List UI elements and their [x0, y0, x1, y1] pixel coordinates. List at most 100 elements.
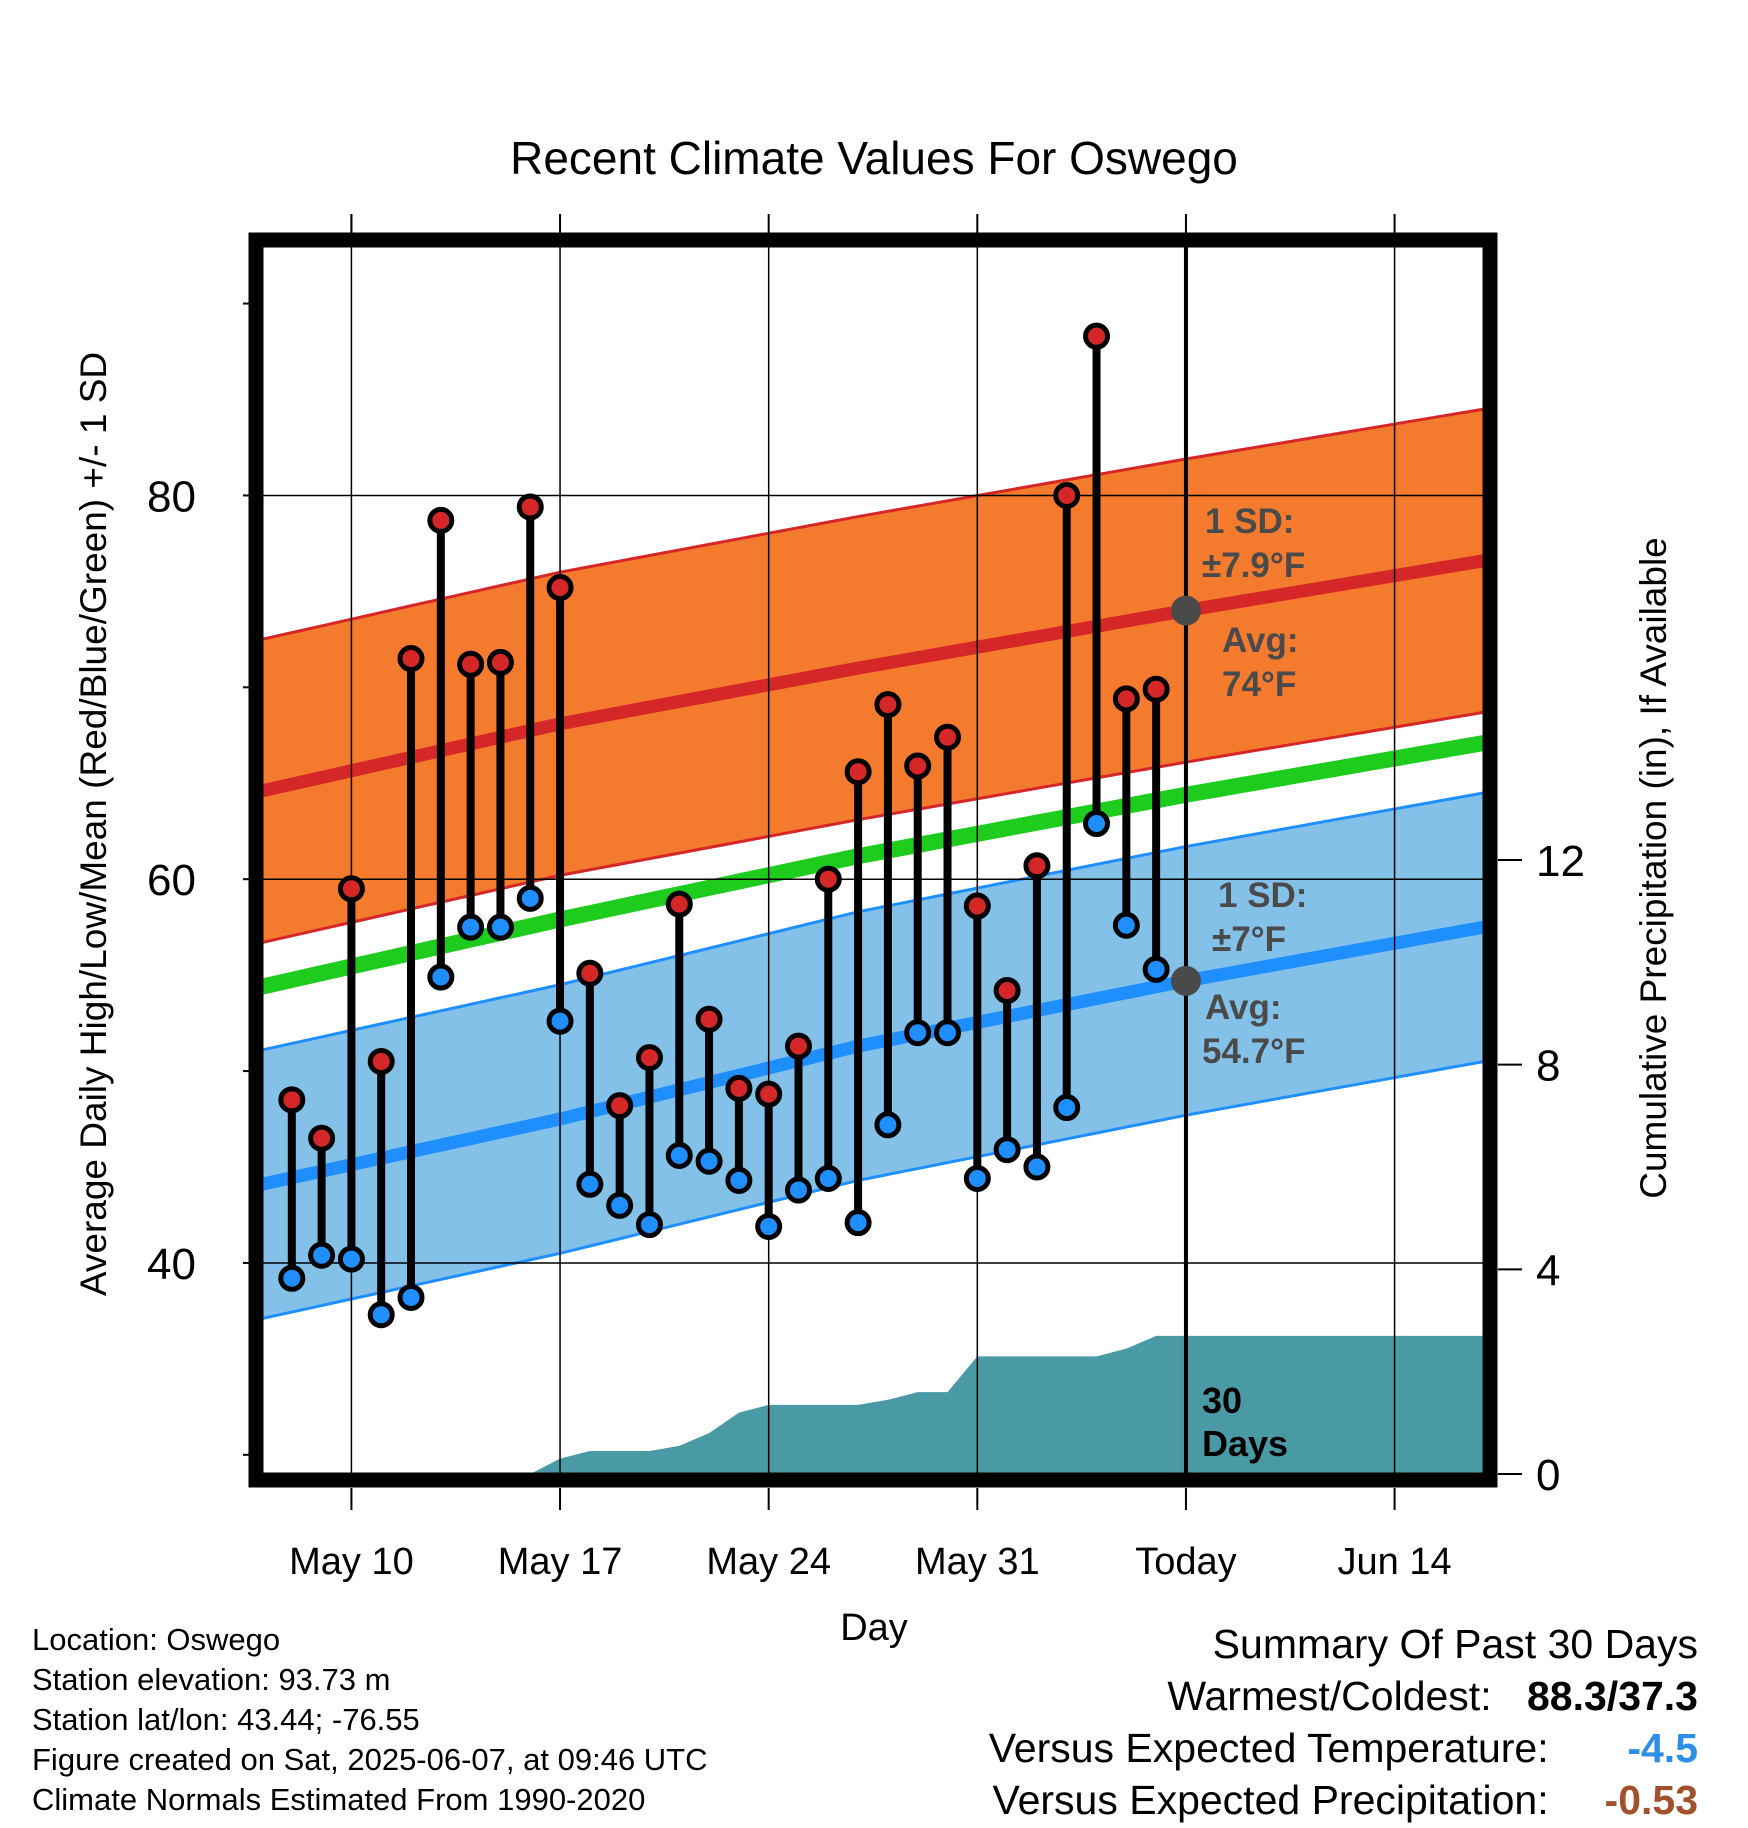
period-label-number: 30	[1202, 1380, 1242, 1421]
plot-area: 1 SD: ±7.9°F Avg: 74°F 1 SD: ±7°F Avg: 54.7°F 30…	[147, 214, 1585, 1583]
warmest-label: Warmest/Coldest:	[1167, 1673, 1492, 1719]
high-point	[963, 892, 991, 920]
station-elevation: Station elevation: 93.73 m	[32, 1662, 391, 1697]
y-tick-label: 80	[147, 472, 196, 521]
precip-label: Versus Expected Precipitation:	[992, 1777, 1549, 1823]
high-avg-value: 74°F	[1222, 665, 1296, 704]
high-point	[695, 1005, 723, 1033]
station-info: Location: Oswego Station elevation: 93.7…	[32, 1620, 708, 1820]
high-point	[1053, 481, 1081, 509]
station-latlon: Station lat/lon: 43.44; -76.55	[32, 1702, 420, 1737]
high-sd-value: ±7.9°F	[1202, 546, 1305, 585]
low-point	[755, 1212, 783, 1240]
high-point	[784, 1032, 812, 1060]
high-point	[1142, 675, 1170, 703]
temp-label: Versus Expected Temperature:	[988, 1725, 1549, 1771]
x-axis-label: Day	[840, 1607, 908, 1649]
precip-area	[262, 1335, 1484, 1474]
summary-heading: Summary Of Past 30 Days	[1212, 1621, 1698, 1667]
high-point	[606, 1092, 634, 1120]
x-tick-label: May 31	[915, 1541, 1040, 1583]
warmest-value: 88.3/37.3	[1527, 1673, 1698, 1719]
y-tick-label: 40	[147, 1240, 196, 1289]
figure-created: Figure created on Sat, 2025-06-07, at 09…	[32, 1742, 708, 1777]
low-point	[337, 1245, 365, 1273]
high-point	[814, 865, 842, 893]
high-normal-line	[260, 554, 1486, 798]
high-point	[427, 506, 455, 534]
summary-panel: Summary Of Past 30 Days Warmest/Coldest:…	[989, 1618, 1698, 1826]
low-point	[874, 1111, 902, 1139]
low-point	[486, 913, 514, 941]
low-point	[606, 1191, 634, 1219]
low-point	[1142, 955, 1170, 983]
high-point	[725, 1074, 753, 1102]
high-point	[576, 959, 604, 987]
low-point	[576, 1170, 604, 1198]
high-point	[278, 1086, 306, 1114]
high-sd-band-lower-edge	[261, 710, 1485, 944]
y2-tick-label: 0	[1536, 1451, 1560, 1500]
low-sd-label: 1 SD:	[1218, 876, 1307, 915]
y-axis-label: Average Daily High/Low/Mean (Red/Blue/Gr…	[73, 352, 114, 1296]
high-point	[665, 890, 693, 918]
low-sd-value: ±7°F	[1212, 920, 1286, 959]
high-point	[397, 645, 425, 673]
high-point	[993, 976, 1021, 1004]
x-tick-label: Jun 14	[1338, 1541, 1452, 1583]
summary-temp-row: Versus Expected Temperature: -4.5	[989, 1722, 1698, 1774]
high-point	[904, 752, 932, 780]
x-tick-label: May 24	[706, 1541, 831, 1583]
summary-warmest-row: Warmest/Coldest: 88.3/37.3	[989, 1670, 1698, 1722]
low-point	[993, 1136, 1021, 1164]
high-point	[367, 1047, 395, 1075]
low-point	[695, 1147, 723, 1175]
low-point	[546, 1007, 574, 1035]
high-point	[337, 875, 365, 903]
low-normal-line	[260, 920, 1486, 1191]
station-location: Location: Oswego	[32, 1622, 281, 1657]
low-point	[784, 1176, 812, 1204]
low-avg-label: Avg:	[1205, 988, 1281, 1027]
low-point	[844, 1209, 872, 1237]
x-tick-label: Today	[1135, 1541, 1236, 1583]
low-point	[516, 884, 544, 912]
high-point	[755, 1080, 783, 1108]
low-sd-band-lower-edge	[261, 1059, 1485, 1321]
low-point	[934, 1019, 962, 1047]
y2-tick-label: 4	[1536, 1246, 1560, 1295]
low-point	[1112, 911, 1140, 939]
precip-value: -0.53	[1604, 1777, 1698, 1823]
low-point	[278, 1264, 306, 1292]
y2-axis-label: Cumulative Precipitation (in), If Availa…	[1633, 537, 1674, 1199]
x-tick-label: May 10	[289, 1541, 414, 1583]
low-point	[1023, 1153, 1051, 1181]
low-point	[397, 1283, 425, 1311]
x-tick-label: May 17	[498, 1541, 623, 1583]
chart-title: Recent Climate Values For Oswego	[510, 132, 1238, 184]
high-avg-label: Avg:	[1222, 621, 1298, 660]
today-low-normal-marker	[1170, 965, 1201, 996]
high-point	[1083, 322, 1111, 350]
high-point	[1112, 685, 1140, 713]
high-point	[874, 691, 902, 719]
period-label-unit: Days	[1202, 1423, 1288, 1464]
low-point	[963, 1165, 991, 1193]
high-point	[635, 1044, 663, 1072]
y2-tick-label: 12	[1536, 837, 1585, 886]
high-point	[1023, 852, 1051, 880]
high-sd-band-upper-edge	[261, 407, 1485, 641]
today-high-normal-marker	[1170, 595, 1201, 626]
low-point	[427, 963, 455, 991]
low-avg-value: 54.7°F	[1202, 1032, 1306, 1071]
high-point	[486, 648, 514, 676]
low-point	[814, 1165, 842, 1193]
low-point	[665, 1141, 693, 1169]
y-tick-label: 60	[147, 856, 196, 905]
low-sd-band-upper-edge	[261, 791, 1485, 1052]
low-point	[367, 1301, 395, 1329]
high-sd-label: 1 SD:	[1205, 502, 1294, 541]
high-point	[546, 574, 574, 602]
high-point	[308, 1124, 336, 1152]
